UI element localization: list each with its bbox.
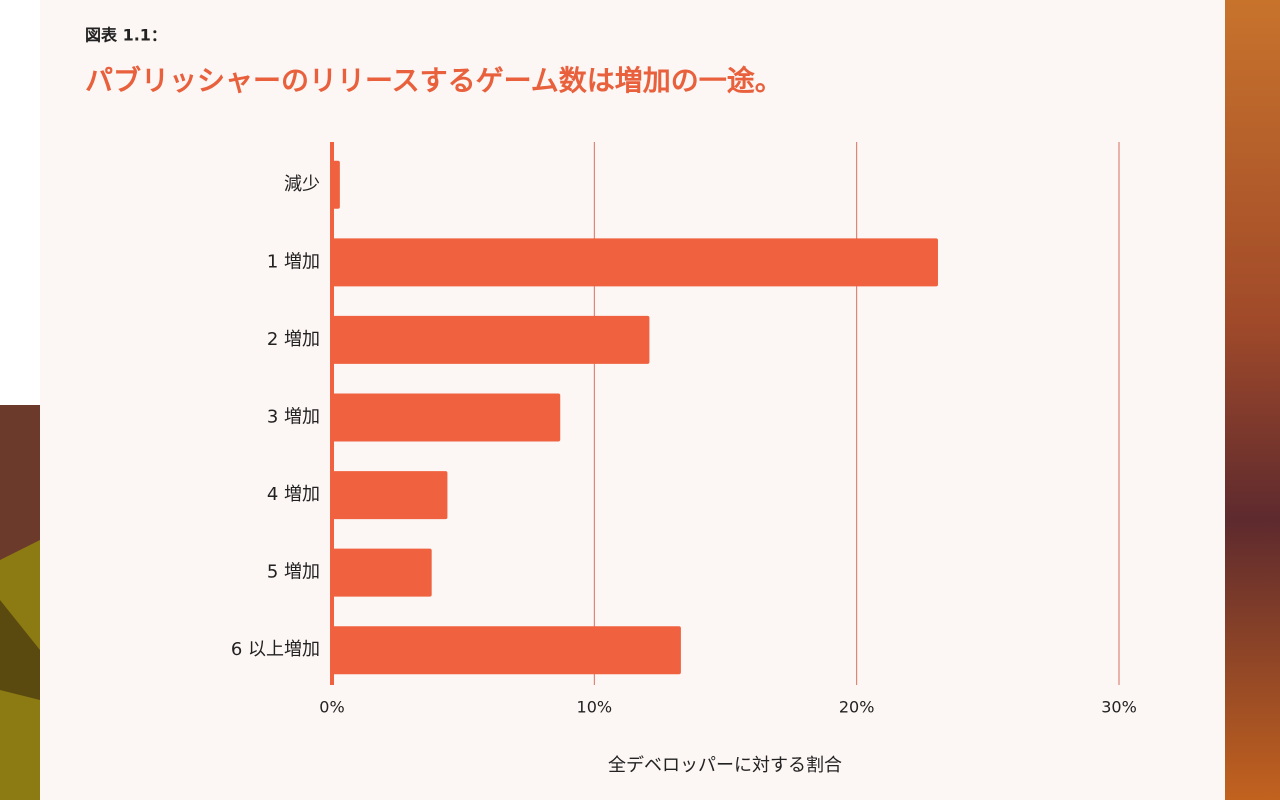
panel [40, 0, 1225, 800]
y-tick-label: 2 増加 [267, 329, 320, 350]
y-tick-label: 3 増加 [267, 407, 320, 428]
y-tick-label: 減少 [284, 174, 320, 195]
bar [332, 393, 561, 442]
bar [332, 471, 448, 520]
bar [332, 315, 650, 364]
x-tick-label: 30% [1101, 698, 1137, 717]
x-tick-label: 10% [577, 698, 613, 717]
y-tick-label: 5 増加 [267, 562, 320, 583]
x-tick-label: 0% [319, 698, 344, 717]
figure-label: 図表 1.1： [85, 26, 167, 45]
chart-title: パブリッシャーのリリースするゲーム数は増加の一途。 [85, 64, 783, 97]
x-tick-label: 20% [839, 698, 875, 717]
bar [332, 238, 938, 287]
bar [332, 626, 681, 675]
decor-right [1225, 0, 1280, 800]
x-axis-label: 全デベロッパーに対する割合 [608, 755, 842, 776]
y-tick-label: 6 以上増加 [231, 639, 320, 660]
decor-left-shadow [0, 600, 40, 700]
y-tick-label: 4 増加 [267, 484, 320, 505]
bar [332, 548, 432, 597]
y-tick-label: 1 増加 [267, 251, 320, 272]
